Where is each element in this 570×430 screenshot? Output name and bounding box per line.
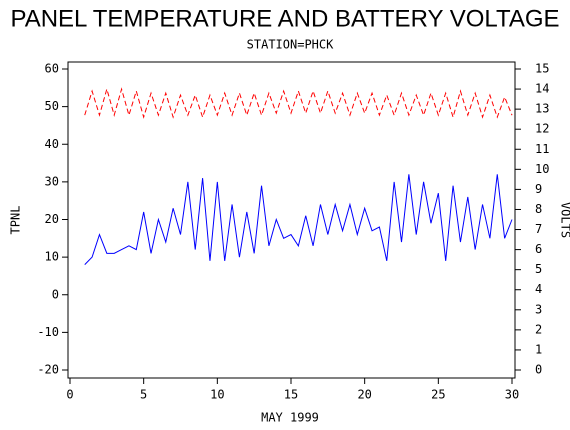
x-tick-label: 30 [505, 388, 519, 402]
y-tick-label: -10 [37, 325, 59, 339]
y-tick-label: 60 [45, 62, 59, 76]
y2-axis-label: VOLTS [559, 202, 570, 238]
y2-tick-label: 2 [535, 322, 542, 336]
y2-tick-label: 8 [535, 202, 542, 216]
y2-tick-label: 15 [535, 62, 549, 76]
y2-tick-label: 12 [535, 122, 549, 136]
y2-tick-label: 11 [535, 142, 549, 156]
x-tick-label: 5 [140, 388, 147, 402]
y2-tick-label: 0 [535, 363, 542, 377]
y-tick-label: 30 [45, 174, 59, 188]
y-axis-label: TPNL [9, 206, 23, 235]
y-tick-label: 0 [52, 287, 59, 301]
x-tick-label: 15 [284, 388, 298, 402]
y2-tick-label: 10 [535, 162, 549, 176]
y2-tick-label: 13 [535, 102, 549, 116]
y-tick-label: 40 [45, 137, 59, 151]
y2-tick-label: 4 [535, 282, 542, 296]
x-tick-label: 0 [66, 388, 73, 402]
y-tick-label: 50 [45, 99, 59, 113]
y-tick-label: -20 [37, 363, 59, 377]
series-line [84, 174, 513, 265]
y2-tick-label: 1 [535, 342, 542, 356]
y2-tick-label: 14 [535, 82, 549, 96]
plot-frame [67, 61, 516, 379]
y2-tick-label: 3 [535, 302, 542, 316]
y2-tick-label: 7 [535, 222, 542, 236]
chart-subtitle: STATION=PHCK [247, 38, 334, 52]
x-tick-label: 10 [210, 388, 224, 402]
series-line [84, 87, 513, 119]
y2-tick-label: 5 [535, 262, 542, 276]
x-axis-label: MAY 1999 [261, 411, 319, 425]
y2-tick-label: 6 [535, 242, 542, 256]
y-tick-label: 20 [45, 212, 59, 226]
y2-tick-label: 9 [535, 182, 542, 196]
x-tick-label: 25 [431, 388, 445, 402]
y-tick-label: 10 [45, 250, 59, 264]
chart-title: PANEL TEMPERATURE AND BATTERY VOLTAGE [10, 5, 559, 32]
x-tick-label: 20 [357, 388, 371, 402]
